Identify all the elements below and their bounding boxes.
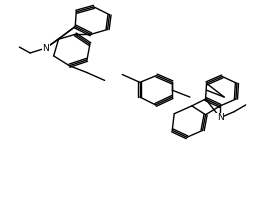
Text: N: N [217, 113, 224, 122]
Text: N: N [43, 44, 49, 53]
